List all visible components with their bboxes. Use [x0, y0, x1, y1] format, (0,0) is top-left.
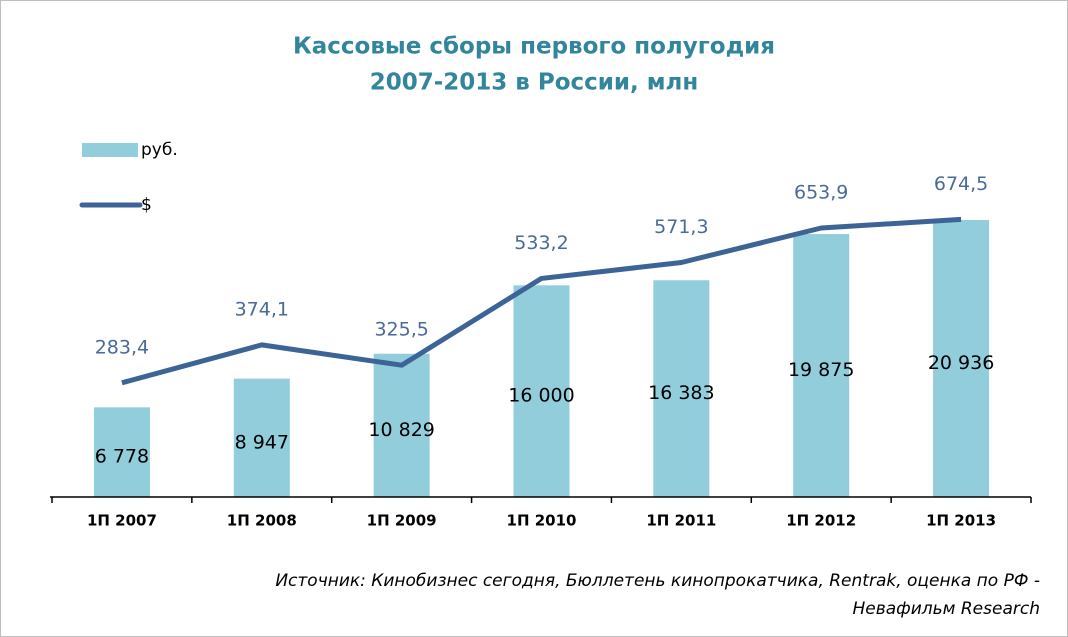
line-value-label: 653,9: [794, 182, 848, 204]
x-tick-label: 1П 2011: [646, 512, 716, 530]
bar-value-label: 19 875: [788, 359, 854, 381]
bar: [233, 378, 290, 497]
line-value-label: 283,4: [95, 336, 149, 358]
bar: [513, 285, 570, 497]
bar: [93, 407, 150, 497]
line-value-label: 674,5: [934, 173, 988, 195]
bar-value-label: 16 000: [508, 385, 574, 407]
bar: [933, 220, 990, 497]
bar-value-label: 16 383: [648, 382, 714, 404]
x-tick-label: 1П 2010: [507, 512, 577, 530]
legend-label: руб.: [141, 140, 178, 160]
x-tick-label: 1П 2012: [786, 512, 856, 530]
line-value-label: 533,2: [514, 232, 568, 254]
chart-title: 2007-2013 в России, млн: [370, 70, 699, 96]
line-value-label: 571,3: [654, 216, 708, 238]
source-note: Источник: Кинобизнес сегодня, Бюллетень …: [275, 571, 1040, 591]
bar: [653, 280, 710, 497]
x-tick-label: 1П 2013: [926, 512, 996, 530]
x-tick-label: 1П 2008: [227, 512, 297, 530]
bar: [373, 353, 430, 497]
bar-value-label: 8 947: [235, 431, 289, 453]
source-note: Невафильм Research: [853, 599, 1041, 619]
bar: [793, 234, 850, 497]
chart-title: Кассовые сборы первого полугодия: [293, 34, 775, 60]
x-tick-label: 1П 2009: [367, 512, 437, 530]
legend-swatch: [82, 143, 138, 157]
line-value-label: 325,5: [374, 319, 428, 341]
bar-value-label: 10 829: [368, 419, 434, 441]
bar-value-label: 6 778: [95, 446, 149, 468]
x-tick-label: 1П 2007: [87, 512, 157, 530]
legend-label: $: [141, 195, 152, 215]
line-value-label: 374,1: [235, 298, 289, 320]
bar-value-label: 20 936: [928, 352, 994, 374]
line-series: [121, 216, 962, 386]
